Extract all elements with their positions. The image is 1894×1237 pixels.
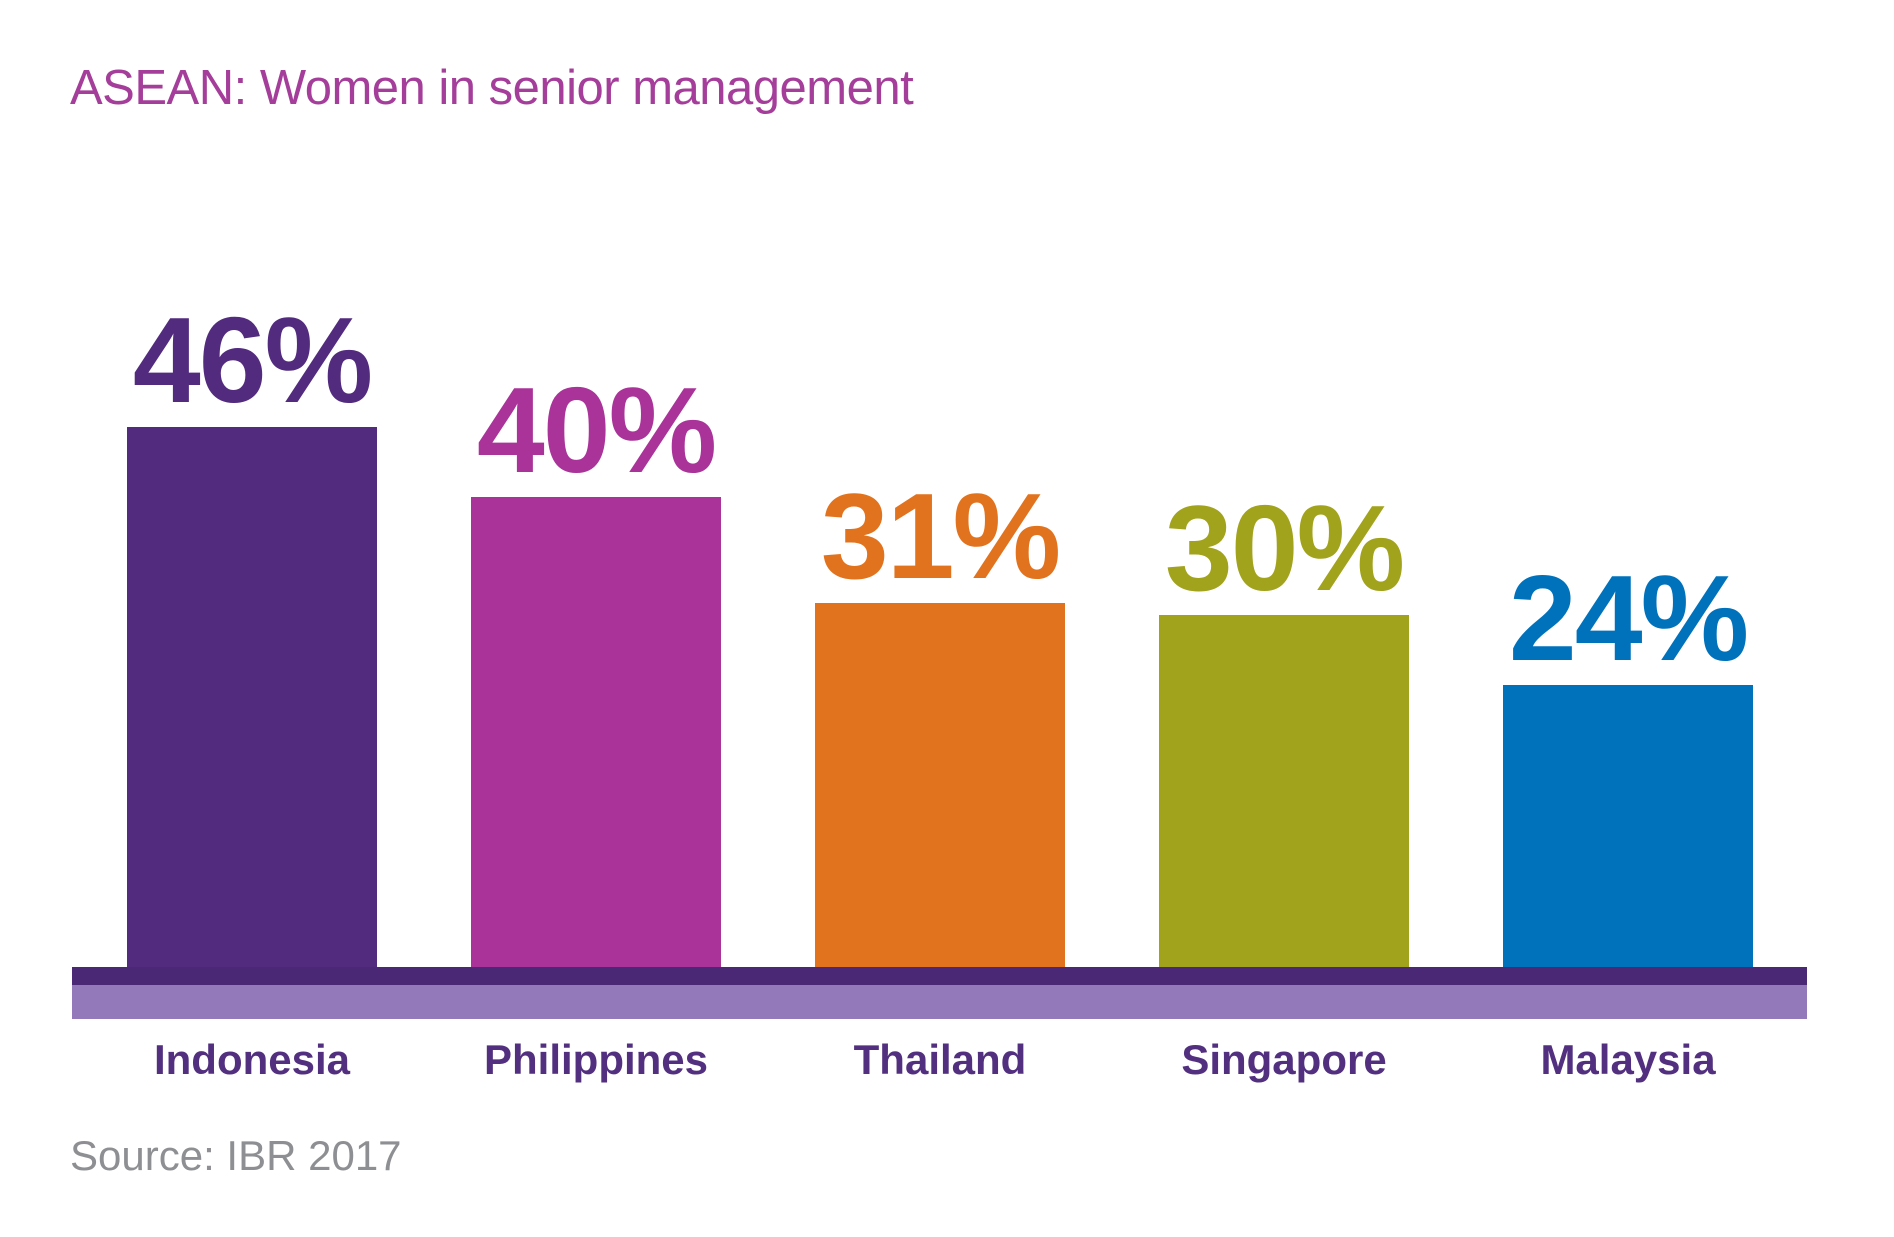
bar-value-label-philippines: 40% — [476, 362, 717, 498]
bar-value-label-malaysia: 24% — [1508, 550, 1749, 686]
x-axis-baseline — [72, 967, 1807, 985]
category-label-philippines: Philippines — [483, 1036, 709, 1083]
bar-singapore — [1159, 615, 1409, 967]
category-label-indonesia: Indonesia — [153, 1036, 351, 1083]
bar-malaysia — [1503, 685, 1753, 967]
category-label-singapore: Singapore — [1181, 1036, 1387, 1083]
source-note: Source: IBR 2017 — [70, 1132, 402, 1179]
chart-title: ASEAN: Women in senior management — [70, 61, 914, 115]
category-label-thailand: Thailand — [853, 1036, 1027, 1083]
bar-indonesia — [127, 427, 377, 967]
category-label-malaysia: Malaysia — [1540, 1036, 1716, 1083]
bar-value-label-singapore: 30% — [1164, 480, 1405, 616]
bar-philippines — [471, 497, 721, 967]
x-axis-baseline-shadow — [72, 985, 1807, 1019]
bar-thailand — [815, 603, 1065, 967]
bar-value-label-indonesia: 46% — [132, 292, 373, 428]
bar-value-label-thailand: 31% — [820, 468, 1061, 604]
